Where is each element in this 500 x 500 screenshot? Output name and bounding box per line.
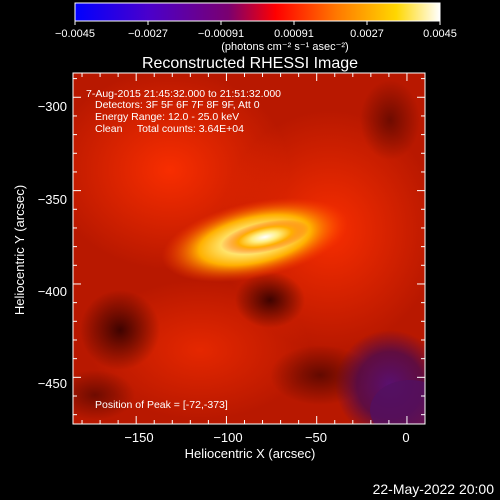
x-axis-label: Heliocentric X (arcsec) — [185, 446, 316, 461]
y-axis-label: Heliocentric Y (arcsec) — [12, 185, 27, 315]
colorbar-units-label: (photons cm⁻² s⁻¹ asec⁻²) — [221, 41, 348, 53]
annotation-clean-counts: Clean Total counts: 3.64E+04 — [95, 123, 244, 135]
colorbar — [74, 2, 441, 22]
x-tick-label-3: 0 — [402, 430, 409, 445]
colorbar-tick-0: −0.0045 — [55, 28, 95, 40]
axis-ticks — [73, 73, 426, 424]
annotation-detectors: Detectors: 3F 5F 6F 7F 8F 9F, Att 0 — [95, 99, 260, 111]
x-tick-label-1: −100 — [213, 430, 242, 445]
y-tick-label-0: −300 — [38, 99, 67, 114]
colorbar-tick-3: 0.00091 — [274, 28, 314, 40]
x-tick-label-0: −150 — [124, 430, 153, 445]
annotation-time-range: 7-Aug-2015 21:45:32.000 to 21:51:32.000 — [86, 88, 281, 100]
annotation-peak-position: Position of Peak = [-72,-373] — [95, 399, 228, 411]
y-tick-label-2: −400 — [38, 284, 67, 299]
heatmap-image — [73, 73, 425, 424]
y-tick-label-3: −450 — [38, 376, 67, 391]
colorbar-tick-4: 0.0027 — [350, 28, 384, 40]
colorbar-tick-2: −0.00091 — [198, 28, 244, 40]
colorbar-tick-5: 0.0045 — [423, 28, 457, 40]
colorbar-ticks — [74, 21, 441, 25]
y-tick-label-1: −350 — [38, 192, 67, 207]
colorbar-tick-1: −0.0027 — [128, 28, 168, 40]
chart-title: Reconstructed RHESSI Image — [142, 55, 358, 72]
annotation-energy-range: Energy Range: 12.0 - 25.0 keV — [95, 111, 239, 123]
plot-frame — [72, 72, 426, 425]
x-tick-label-2: −50 — [305, 430, 327, 445]
footer-date: 22-May-2022 20:00 — [373, 481, 495, 497]
